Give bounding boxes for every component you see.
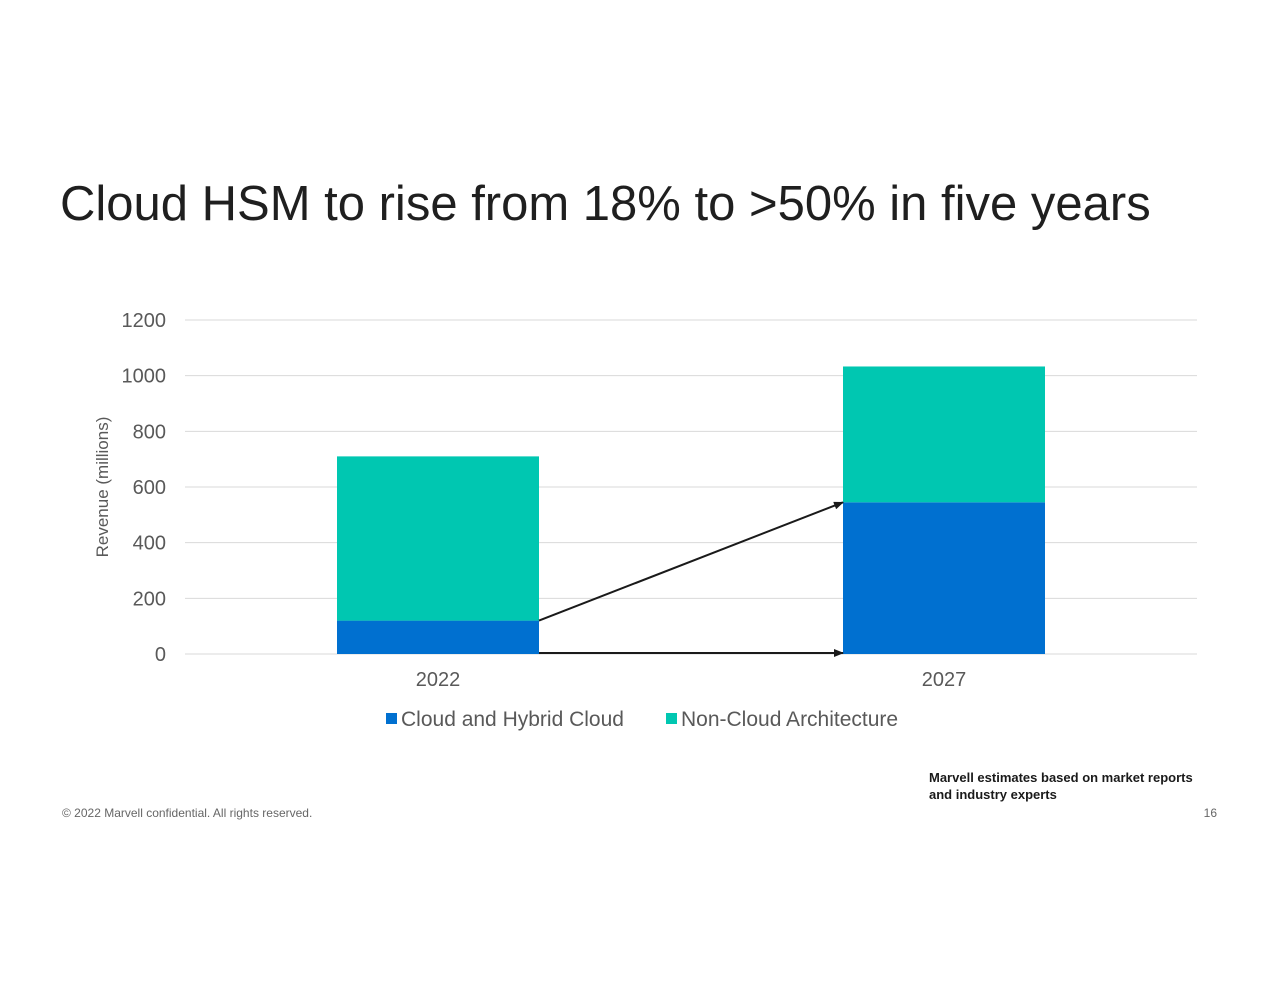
y-tick-label: 400: [133, 533, 166, 555]
gridlines: [185, 319, 1197, 655]
y-tick-label: 600: [133, 477, 166, 499]
slide-title: Cloud HSM to rise from 18% to >50% in fi…: [60, 177, 1151, 231]
y-tick-label: 1000: [122, 366, 167, 388]
y-tick-label: 200: [133, 588, 166, 610]
bar-2027-non-cloud: [843, 366, 1045, 503]
bar-2022-non-cloud: [337, 456, 539, 621]
x-category-label: 2027: [922, 669, 967, 691]
source-note: Marvell estimates based on market report…: [929, 769, 1229, 803]
copyright-notice: © 2022 Marvell confidential. All rights …: [62, 806, 313, 820]
legend-swatch: [386, 713, 397, 724]
y-axis-ticks: 0 200 400 600 800 1000 1200: [122, 310, 167, 666]
y-tick-label: 800: [133, 421, 166, 443]
bar-2022-cloud-hybrid: [337, 620, 539, 654]
legend: Cloud and Hybrid Cloud Non-Cloud Architec…: [386, 708, 898, 731]
bar-2027-cloud-hybrid: [843, 502, 1045, 654]
source-note-line-1: Marvell estimates based on market report…: [929, 770, 1193, 785]
y-axis-label: Revenue (millions): [93, 417, 112, 558]
page-number: 16: [1203, 806, 1217, 820]
y-tick-label: 1200: [122, 310, 167, 332]
x-axis-categories: 2022 2027: [416, 669, 967, 691]
source-note-line-2: and industry experts: [929, 787, 1057, 802]
legend-swatch: [666, 713, 677, 724]
y-tick-label: 0: [155, 644, 166, 666]
legend-label: Non-Cloud Architecture: [681, 708, 898, 731]
growth-arrow: [538, 501, 844, 622]
stacked-bar-chart: 0 200 400 600 800 1000 1200 Revenue (millions)…: [93, 310, 1197, 731]
annotation-arrows: [538, 501, 844, 657]
x-category-label: 2022: [416, 669, 461, 691]
legend-label: Cloud and Hybrid Cloud: [401, 708, 624, 731]
bars: [337, 366, 1045, 654]
